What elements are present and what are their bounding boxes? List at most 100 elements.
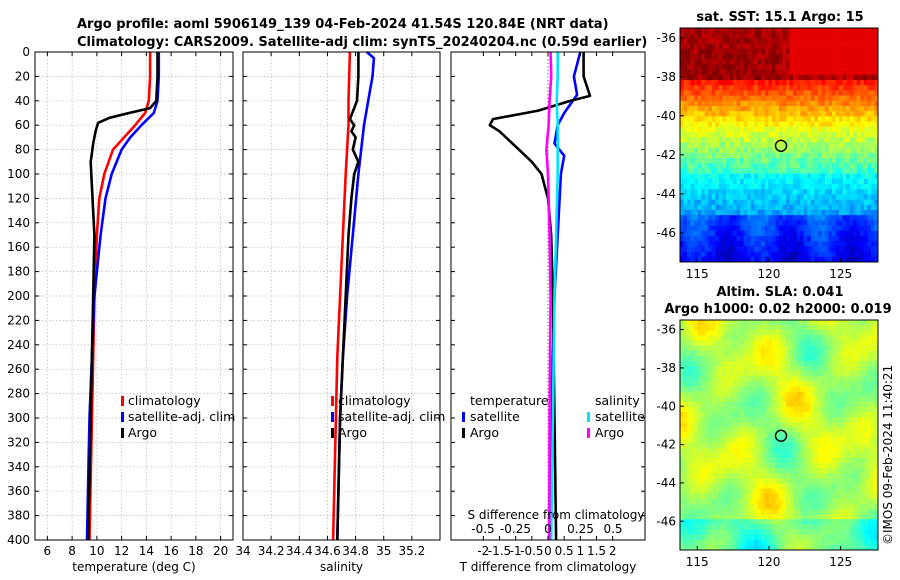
heatmap-cell — [835, 366, 840, 372]
heatmap-cell — [800, 189, 805, 195]
heatmap-cell — [835, 422, 840, 428]
heatmap-cell — [835, 427, 840, 433]
heatmap-cell — [740, 442, 744, 449]
heatmap-cell — [715, 59, 720, 65]
heatmap-cell — [711, 458, 716, 464]
heatmap-cell — [722, 340, 727, 346]
heatmap-cell — [800, 121, 805, 128]
heatmap-cell — [715, 345, 720, 351]
heatmap-cell — [835, 504, 840, 510]
heatmap-cell — [722, 447, 727, 454]
heatmap-cell — [839, 345, 843, 351]
heatmap-cell — [697, 152, 702, 159]
heatmap-cell — [779, 33, 783, 39]
heatmap-cell — [828, 458, 833, 464]
heatmap-cell — [725, 432, 730, 438]
heatmap-cell — [690, 137, 695, 143]
heatmap-cell — [853, 452, 858, 459]
heatmap-cell — [874, 366, 879, 372]
heatmap-cell — [718, 463, 723, 469]
heatmap-cell — [849, 376, 854, 382]
heatmap-cell — [846, 147, 851, 154]
heatmap-cell — [750, 422, 755, 428]
heatmap-cell — [832, 473, 836, 479]
heatmap-cell — [701, 437, 706, 443]
heatmap-cell — [832, 116, 836, 122]
heatmap-cell — [870, 412, 875, 418]
heatmap-cell — [711, 54, 716, 60]
heatmap-cell — [835, 391, 840, 397]
heatmap-cell — [680, 427, 684, 433]
heatmap-cell — [733, 69, 737, 76]
heatmap-cell — [839, 422, 843, 428]
heatmap-cell — [718, 64, 723, 70]
heatmap-cell — [839, 241, 843, 247]
heatmap-cell — [810, 38, 815, 44]
heatmap-cell — [849, 241, 854, 247]
heatmap-cell — [704, 381, 709, 387]
heatmap-cell — [874, 147, 879, 154]
heatmap-cell — [704, 230, 709, 237]
heatmap-cell — [846, 256, 851, 263]
heatmap-cell — [750, 360, 755, 367]
heatmap-cell — [856, 452, 861, 459]
heatmap-cell — [687, 80, 691, 86]
heatmap-cell — [761, 126, 766, 133]
heatmap-cell — [701, 350, 706, 357]
heatmap-cell — [796, 473, 801, 479]
heatmap-cell — [701, 85, 706, 91]
heatmap-cell — [764, 80, 769, 86]
heatmap-cell — [775, 111, 780, 117]
heatmap-cell — [757, 340, 762, 346]
heatmap-cell — [842, 427, 847, 433]
heatmap-cell — [807, 215, 812, 221]
heatmap-cell — [870, 371, 875, 377]
heatmap-cell — [704, 85, 709, 91]
heatmap-cell — [860, 427, 865, 433]
heatmap-cell — [863, 163, 868, 169]
heatmap-cell — [867, 236, 872, 242]
heatmap-cell — [687, 355, 691, 362]
heatmap-cell — [743, 28, 748, 34]
heatmap-cell — [874, 417, 879, 423]
heatmap-cell — [729, 396, 734, 403]
heatmap-cell — [824, 236, 829, 242]
heatmap-cell — [874, 215, 879, 221]
heatmap-cell — [789, 43, 794, 50]
heatmap-cell — [747, 69, 752, 76]
heatmap-cell — [757, 509, 762, 515]
heatmap-cell — [768, 335, 773, 341]
heatmap-cell — [807, 509, 812, 515]
heatmap-cell — [832, 90, 836, 96]
heatmap-cell — [715, 220, 720, 226]
heatmap-cell — [874, 48, 879, 55]
heatmap-cell — [849, 442, 854, 449]
heatmap-cell — [863, 381, 868, 387]
heatmap-cell — [874, 246, 879, 252]
heatmap-cell — [793, 473, 797, 479]
heatmap-cell — [846, 498, 851, 505]
heatmap-cell — [863, 350, 868, 357]
heatmap-cell — [796, 498, 801, 505]
heatmap-cell — [704, 137, 709, 143]
heatmap-cell — [733, 386, 737, 392]
heatmap-cell — [814, 422, 819, 428]
heatmap-cell — [828, 163, 833, 169]
heatmap-cell — [832, 111, 836, 117]
heatmap-cell — [807, 412, 812, 418]
heatmap-cell — [680, 447, 684, 454]
heatmap-cell — [683, 498, 688, 505]
heatmap-cell — [722, 432, 727, 438]
heatmap-cell — [789, 412, 794, 418]
heatmap-cell — [771, 366, 776, 372]
heatmap-cell — [835, 74, 840, 81]
heatmap-cell — [729, 483, 734, 489]
heatmap-cell — [704, 412, 709, 418]
heatmap-cell — [860, 121, 865, 128]
heatmap-cell — [722, 210, 727, 216]
heatmap-cell — [747, 194, 752, 200]
heatmap-cell — [796, 437, 801, 443]
heatmap-cell — [842, 463, 847, 469]
heatmap-cell — [708, 184, 713, 190]
heatmap-cell — [743, 215, 748, 221]
